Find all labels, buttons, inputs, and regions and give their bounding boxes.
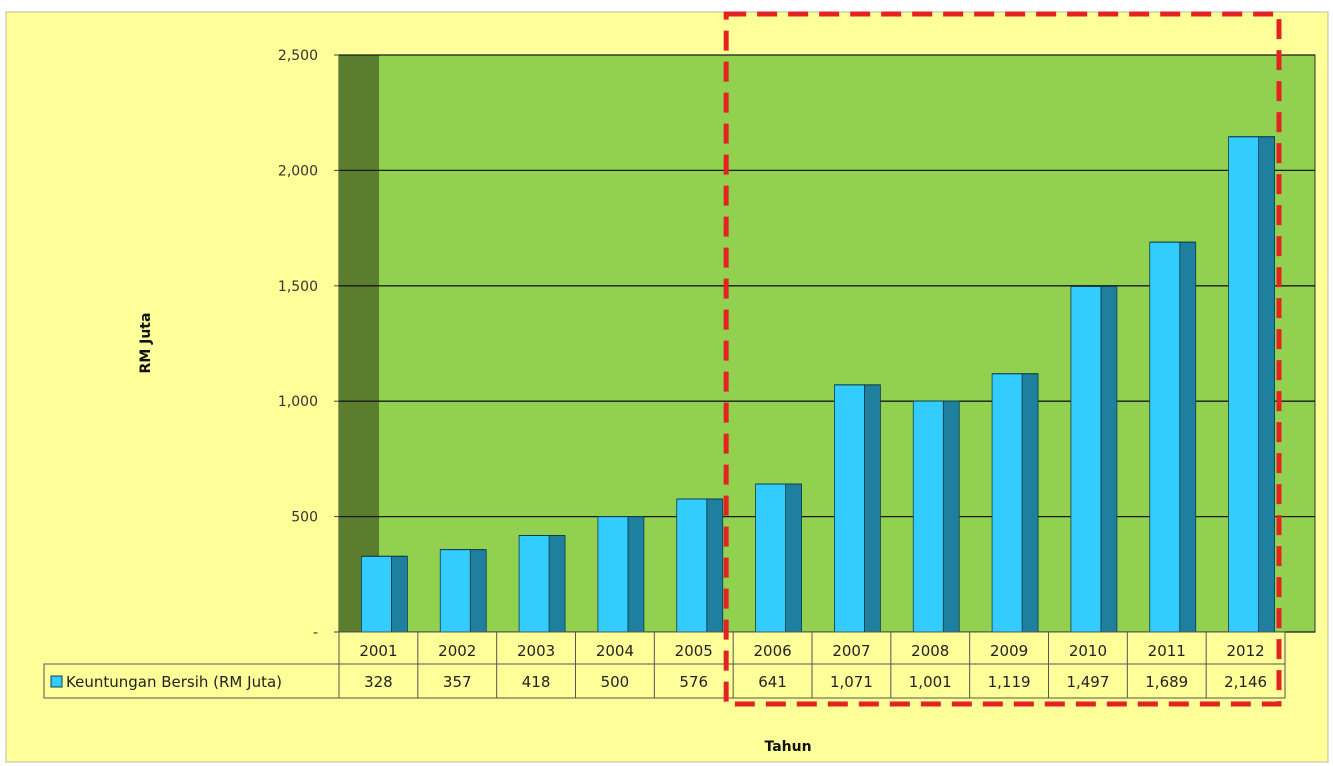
bar-side (469, 549, 487, 633)
bar-side (785, 483, 802, 633)
bar (1070, 286, 1102, 633)
bar-2004 (597, 516, 645, 633)
data-label: 328 (364, 673, 393, 691)
x-tick-label: 2005 (675, 642, 713, 660)
bar-side (1179, 241, 1197, 633)
data-label: 357 (443, 673, 472, 691)
bar-side (1100, 286, 1118, 633)
y-tick-label: 2,000 (278, 163, 318, 179)
bar (1228, 136, 1259, 633)
y-tick-label: 500 (291, 510, 318, 526)
x-tick-label: 2001 (359, 642, 397, 660)
y-tick-label: 1,500 (278, 279, 318, 295)
table-legend-cell (43, 663, 340, 699)
bar-2011 (1149, 241, 1197, 633)
bar-side (706, 498, 724, 633)
bar (439, 549, 471, 633)
y-tick-label: 2,500 (278, 48, 318, 64)
legend-key (50, 675, 63, 688)
data-label: 2,146 (1224, 673, 1267, 691)
bar-2008 (912, 400, 960, 633)
bar-2012 (1228, 136, 1275, 633)
y-axis-title: RM Juta (138, 313, 154, 374)
x-tick-label: 2012 (1226, 642, 1264, 660)
bar-2010 (1070, 285, 1118, 633)
y-tick-label: - (313, 625, 318, 641)
bar-side (1021, 373, 1039, 633)
bar (991, 373, 1023, 633)
bar-2007 (834, 384, 881, 633)
bar (834, 384, 865, 633)
data-label: 1,071 (830, 673, 873, 691)
plot-side-wall (339, 55, 379, 632)
bar (676, 498, 708, 633)
x-axis-title: Tahun (764, 739, 811, 755)
bar-2005 (676, 498, 724, 633)
bar (912, 400, 944, 633)
highlight-rectangle (723, 11, 1282, 707)
x-tick-label: 2009 (990, 642, 1028, 660)
x-tick-label: 2008 (911, 642, 949, 660)
x-tick-label: 2006 (753, 642, 791, 660)
data-table: 2001 328 2002 357 2003 418 2004 500 2005 576 2006 6… (43, 631, 1286, 699)
data-label: 1,497 (1066, 673, 1109, 691)
data-label: 1,119 (988, 673, 1031, 691)
bar-2001 (361, 555, 408, 633)
x-tick-label: 2004 (596, 642, 634, 660)
data-label: 641 (758, 673, 787, 691)
bar-2002 (439, 549, 487, 633)
bar-side (942, 400, 960, 633)
x-tick-label: 2010 (1069, 642, 1107, 660)
data-label: 500 (601, 673, 630, 691)
highlight-box (723, 11, 1282, 707)
bar (518, 535, 550, 633)
legend-label: Keuntungan Bersih (RM Juta) (66, 673, 282, 691)
bar (597, 516, 629, 633)
data-label: 576 (679, 673, 708, 691)
y-axis-ticks: - 500 1,000 1,500 2,000 2,500 (278, 48, 339, 641)
bar-side (391, 555, 408, 633)
bar-2003 (518, 535, 566, 633)
bar (1149, 241, 1181, 633)
x-tick-label: 2011 (1148, 642, 1186, 660)
data-label: 418 (522, 673, 551, 691)
y-tick-label: 1,000 (278, 394, 318, 410)
x-tick-label: 2002 (438, 642, 476, 660)
bar-side (548, 535, 566, 633)
bar (361, 555, 392, 633)
bar (755, 483, 786, 633)
bar-2006 (755, 483, 802, 633)
x-tick-label: 2007 (832, 642, 870, 660)
bar-side (1258, 136, 1275, 633)
data-label: 1,689 (1145, 673, 1188, 691)
bar-side (627, 516, 645, 633)
bar-2009 (991, 373, 1039, 633)
x-tick-label: 2003 (517, 642, 555, 660)
bar-side (864, 384, 881, 633)
data-label: 1,001 (909, 673, 952, 691)
